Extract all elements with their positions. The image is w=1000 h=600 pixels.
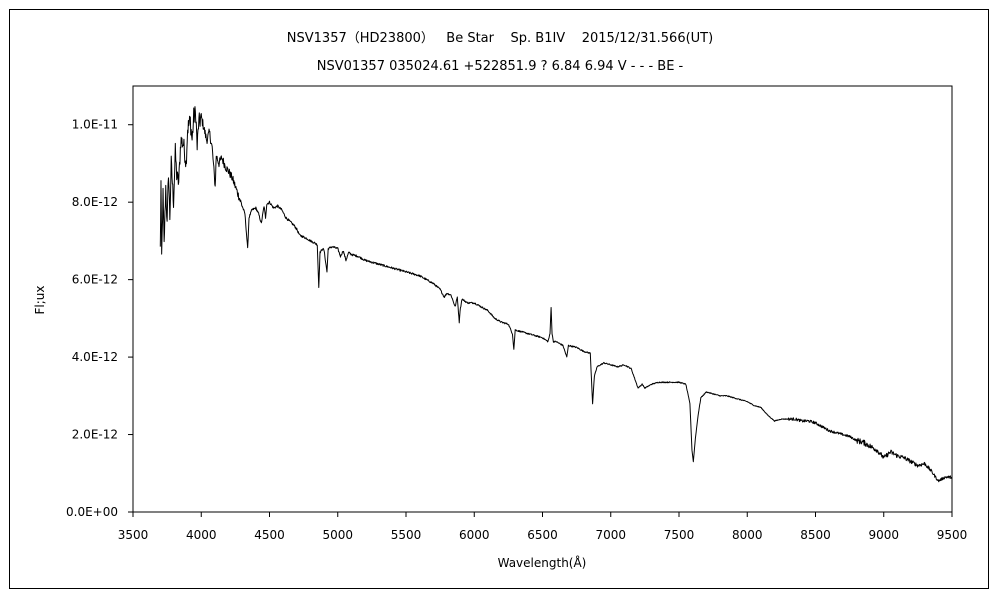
- x-tick-label: 4500: [254, 528, 285, 542]
- spectrum-line: [159, 106, 953, 483]
- x-axis: 3500 4000 4500 5000 5500 6000 6500 7000 7500 8000…: [118, 512, 968, 542]
- y-tick-label: 2.0E-12: [72, 428, 118, 442]
- x-tick-label: 7000: [595, 528, 626, 542]
- x-tick-label: 4000: [186, 528, 217, 542]
- x-tick-label: 9500: [937, 528, 968, 542]
- x-tick-label: 8500: [800, 528, 831, 542]
- y-tick-label: 1.0E-11: [72, 118, 118, 132]
- x-axis-label: Wavelength(Å): [498, 555, 587, 570]
- chart-subtitle: NSV01357 035024.61 +522851.9 ? 6.84 6.94…: [316, 59, 684, 74]
- x-tick-label: 5000: [322, 528, 353, 542]
- plot-area: [132, 85, 953, 513]
- y-axis-label: Fl;ux: [33, 286, 47, 315]
- y-tick-label: 4.0E-12: [72, 350, 118, 364]
- x-tick-label: 6500: [527, 528, 558, 542]
- x-tick-label: 6000: [459, 528, 490, 542]
- x-tick-label: 5500: [391, 528, 422, 542]
- chart-frame: [9, 9, 989, 589]
- y-tick-label: 0.0E+00: [66, 505, 118, 519]
- y-axis: 0.0E+00 2.0E-12 4.0E-12 6.0E-12 8.0E-12 1.0E-…: [66, 118, 133, 519]
- x-tick-label: 8000: [732, 528, 763, 542]
- y-tick-label: 8.0E-12: [72, 195, 118, 209]
- y-tick-label: 6.0E-12: [72, 273, 118, 287]
- x-tick-label: 3500: [118, 528, 149, 542]
- x-tick-label: 7500: [664, 528, 695, 542]
- chart-title: NSV1357（HD23800） Be Star Sp. B1IV 2015/1…: [286, 31, 714, 46]
- series-layer: [159, 106, 953, 483]
- x-tick-label: 9000: [868, 528, 899, 542]
